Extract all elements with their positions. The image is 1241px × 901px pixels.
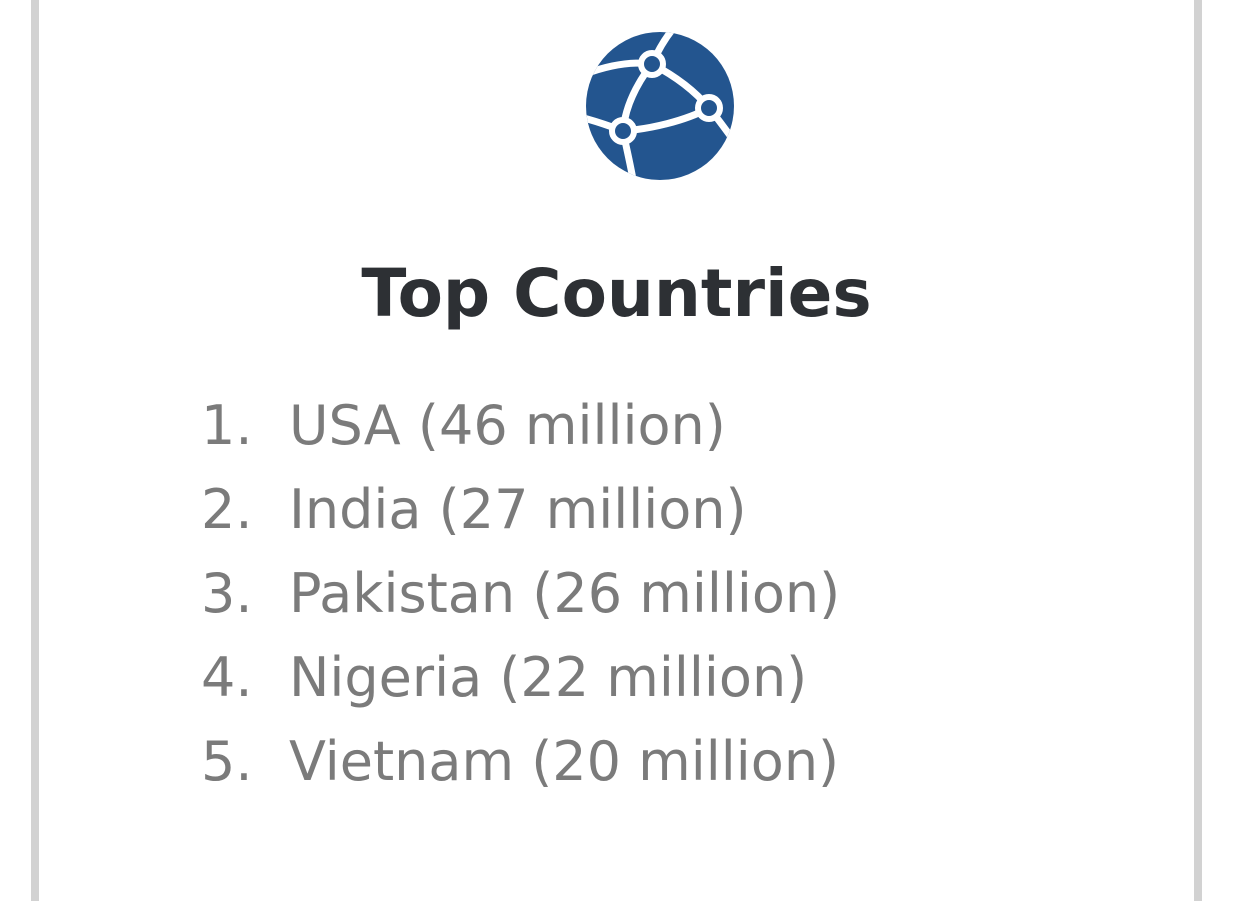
item-text: India (27 million)	[289, 478, 747, 541]
globe-network-icon	[586, 32, 734, 180]
list-item: 3. Pakistan (26 million)	[201, 552, 840, 636]
item-number: 4.	[201, 646, 253, 709]
info-card: Top Countries 1. USA (46 million) 2. Ind…	[31, 0, 1202, 901]
section-title: Top Countries	[361, 255, 872, 332]
item-number: 2.	[201, 478, 253, 541]
countries-list: 1. USA (46 million) 2. India (27 million…	[201, 384, 840, 804]
item-text: USA (46 million)	[289, 394, 726, 457]
list-item: 1. USA (46 million)	[201, 384, 840, 468]
item-text: Nigeria (22 million)	[289, 646, 808, 709]
list-item: 5. Vietnam (20 million)	[201, 720, 840, 804]
item-number: 3.	[201, 562, 253, 625]
item-text: Pakistan (26 million)	[289, 562, 841, 625]
list-item: 2. India (27 million)	[201, 468, 840, 552]
item-number: 5.	[201, 730, 253, 793]
list-item: 4. Nigeria (22 million)	[201, 636, 840, 720]
item-text: Vietnam (20 million)	[289, 730, 840, 793]
item-number: 1.	[201, 394, 253, 457]
